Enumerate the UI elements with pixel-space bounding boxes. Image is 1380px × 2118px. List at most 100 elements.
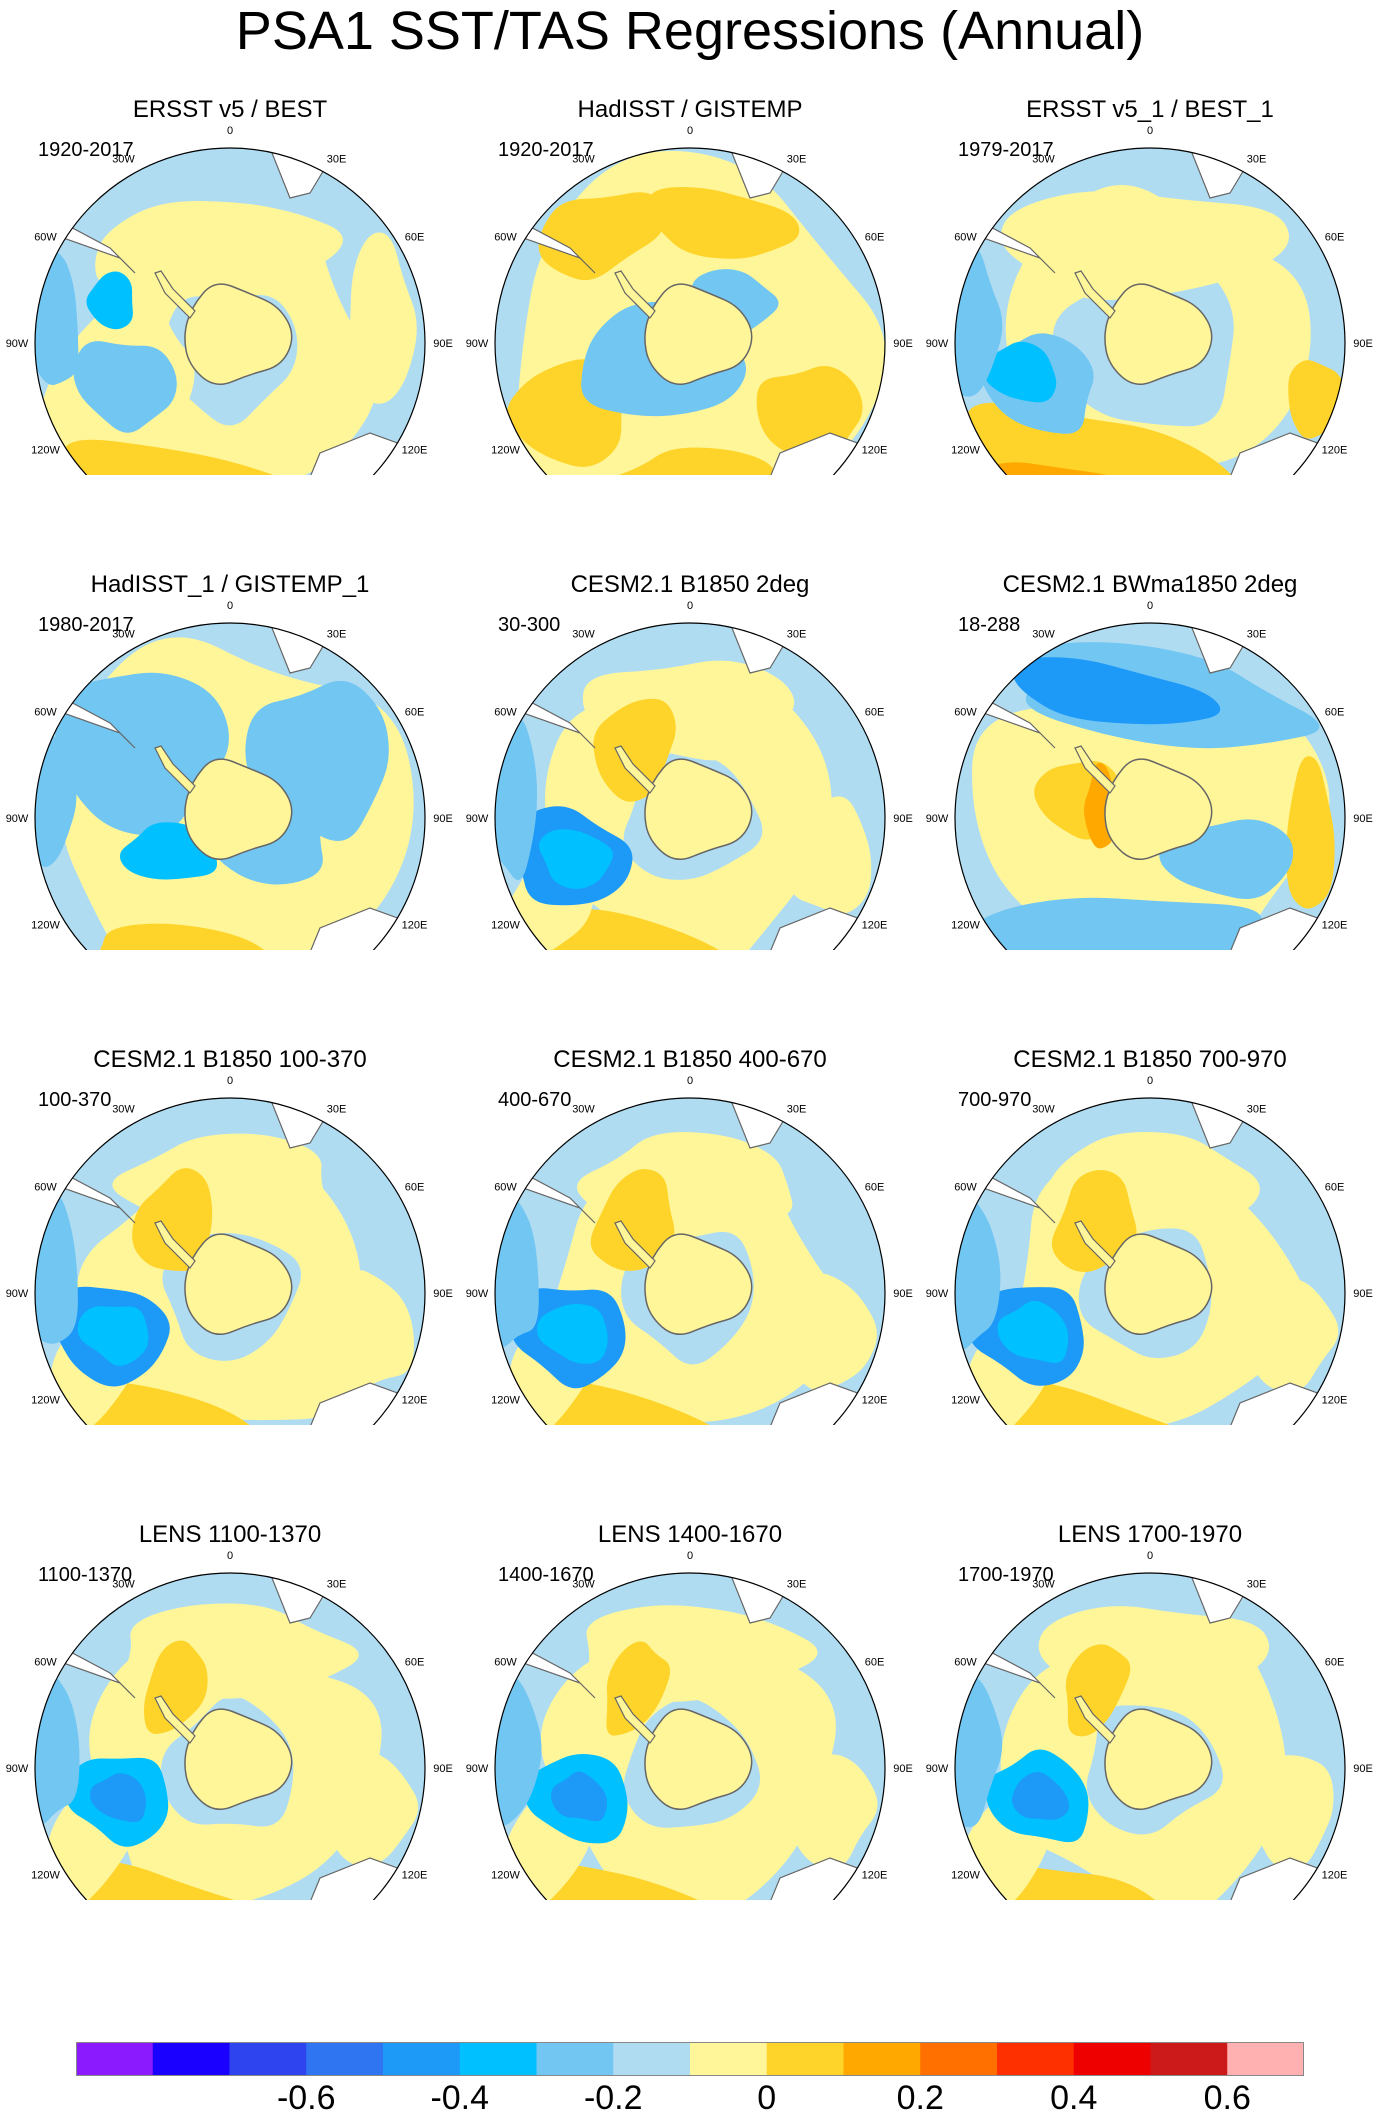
longitude-label: 90W	[926, 813, 949, 825]
panel-title: ERSST v5_1 / BEST_1	[1026, 96, 1274, 123]
longitude-label: 30E	[327, 1104, 347, 1116]
contour-region	[984, 341, 1057, 403]
longitude-label: 90W	[926, 338, 949, 350]
colorbar-swatch	[1073, 2042, 1151, 2076]
map-panel: CESM2.1 B1850 100-370030E60E90E120E150E1…	[0, 950, 460, 1425]
longitude-label: 60E	[405, 1182, 425, 1194]
longitude-label: 60E	[865, 232, 885, 244]
longitude-label: 90W	[466, 1763, 489, 1775]
polar-stereo-map: 030E60E90E120E150E180150W120W90W60W30W	[6, 125, 453, 475]
colorbar-swatch	[459, 2042, 537, 2076]
map-panel: LENS 1100-1370030E60E90E120E150E180150W1…	[0, 1425, 460, 1900]
map-border	[34, 1097, 426, 1425]
longitude-label: 60W	[954, 1182, 977, 1194]
longitude-label: 120E	[1322, 445, 1348, 457]
longitude-label: 90W	[926, 1288, 949, 1300]
longitude-label: 30E	[1247, 1104, 1267, 1116]
longitude-label: 30W	[572, 1579, 595, 1591]
longitude-label: 120W	[31, 445, 60, 457]
contour-region	[86, 271, 133, 330]
longitude-label: 90W	[926, 1763, 949, 1775]
panel-year-range: 1920-2017	[498, 139, 594, 161]
longitude-label: 90W	[6, 338, 29, 350]
contour-region	[89, 923, 325, 950]
polar-stereo-map: 030E60E90E120E150E180150W120W90W60W30W	[466, 1550, 913, 1900]
contour-region	[501, 1378, 786, 1425]
longitude-label: 30E	[1247, 1579, 1267, 1591]
map-panel: LENS 1400-1670030E60E90E120E150E180150W1…	[460, 1425, 920, 1900]
longitude-label: 120W	[31, 1395, 60, 1407]
longitude-label: 90E	[433, 813, 453, 825]
longitude-label: 30W	[1032, 154, 1055, 166]
antarctic-peninsula	[1074, 270, 1116, 319]
contour-region	[790, 1273, 877, 1391]
map-border	[954, 1097, 1346, 1425]
map-panel: CESM2.1 B1850 400-670030E60E90E120E150E1…	[460, 950, 920, 1425]
longitude-label: 30E	[1247, 154, 1267, 166]
polar-stereo-map: 030E60E90E120E150E180150W120W90W60W30W	[466, 600, 913, 950]
longitude-label: 60E	[1325, 232, 1345, 244]
contour-region	[969, 897, 1262, 950]
panel-year-range: 1980-2017	[38, 614, 134, 636]
longitude-label: 120E	[862, 1870, 888, 1882]
longitude-label: 30E	[327, 629, 347, 641]
longitude-label: 90E	[893, 1763, 913, 1775]
map-panel: HadISST_1 / GISTEMP_1030E60E90E120E150E1…	[0, 475, 460, 950]
contour-region	[551, 1771, 607, 1822]
longitude-label: 60W	[954, 1657, 977, 1669]
contour-region	[538, 192, 667, 281]
map-panel: HadISST / GISTEMP030E60E90E120E150E18015…	[460, 0, 920, 475]
colorbar-tick-label: 0.4	[1050, 2079, 1098, 2117]
longitude-label: 60W	[34, 707, 57, 719]
contour-region	[62, 439, 328, 475]
antarctica-outline	[644, 1708, 753, 1811]
polar-stereo-map: 030E60E90E120E150E180150W120W90W60W30W	[6, 600, 453, 950]
longitude-label: 0	[227, 125, 233, 137]
figure-title: PSA1 SST/TAS Regressions (Annual)	[235, 1, 1145, 61]
contour-region	[1065, 1644, 1131, 1737]
polar-stereo-map: 030E60E90E120E150E180150W120W90W60W30W	[926, 125, 1373, 475]
longitude-label: 60E	[1325, 1182, 1345, 1194]
contour-region	[1001, 191, 1289, 300]
colorbar-tick-label: -0.2	[583, 2079, 643, 2117]
colorbar-swatch	[229, 2042, 307, 2076]
longitude-label: 30E	[787, 1104, 807, 1116]
longitude-label: 120W	[31, 1870, 60, 1882]
contour-region	[1250, 1277, 1339, 1393]
antarctica-outline	[184, 283, 293, 386]
longitude-label: 0	[227, 1075, 233, 1087]
antarctic-peninsula	[1074, 1220, 1116, 1269]
longitude-label: 90E	[1353, 338, 1373, 350]
map-border	[954, 147, 1346, 475]
panel-title: HadISST / GISTEMP	[577, 96, 803, 123]
longitude-label: 60W	[954, 707, 977, 719]
longitude-label: 30W	[572, 1104, 595, 1116]
longitude-label: 120W	[491, 1870, 520, 1882]
polar-stereo-map: 030E60E90E120E150E180150W120W90W60W30W	[926, 1550, 1373, 1900]
antarctica-outline	[644, 283, 753, 386]
map-panel: ERSST v5 / BEST030E60E90E120E150E180150W…	[0, 0, 460, 475]
longitude-label: 90W	[466, 813, 489, 825]
contour-region	[1246, 1755, 1334, 1870]
contour-region	[143, 1640, 208, 1734]
colorbar-swatch	[1150, 2042, 1228, 2076]
longitude-label: 120E	[862, 920, 888, 932]
longitude-label: 30W	[572, 154, 595, 166]
longitude-label: 60W	[494, 232, 517, 244]
polar-stereo-map: 030E60E90E120E150E180150W120W90W60W30W	[466, 125, 913, 475]
longitude-label: 30W	[1032, 629, 1055, 641]
longitude-label: 120E	[1322, 1870, 1348, 1882]
colorbar-tick-label: -0.6	[276, 2079, 336, 2117]
panel-year-range: 400-670	[498, 1089, 572, 1111]
contour-region	[647, 187, 800, 259]
colorbar-tick-label: 0.2	[896, 2079, 944, 2117]
antarctica-outline	[644, 758, 753, 861]
longitude-label: 0	[227, 1550, 233, 1562]
longitude-label: 90W	[6, 1288, 29, 1300]
longitude-label: 90E	[893, 1288, 913, 1300]
antarctica-outline	[1104, 1233, 1213, 1336]
longitude-label: 120W	[951, 1395, 980, 1407]
longitude-label: 0	[227, 600, 233, 612]
longitude-label: 30W	[112, 154, 135, 166]
contour-region	[495, 717, 538, 881]
